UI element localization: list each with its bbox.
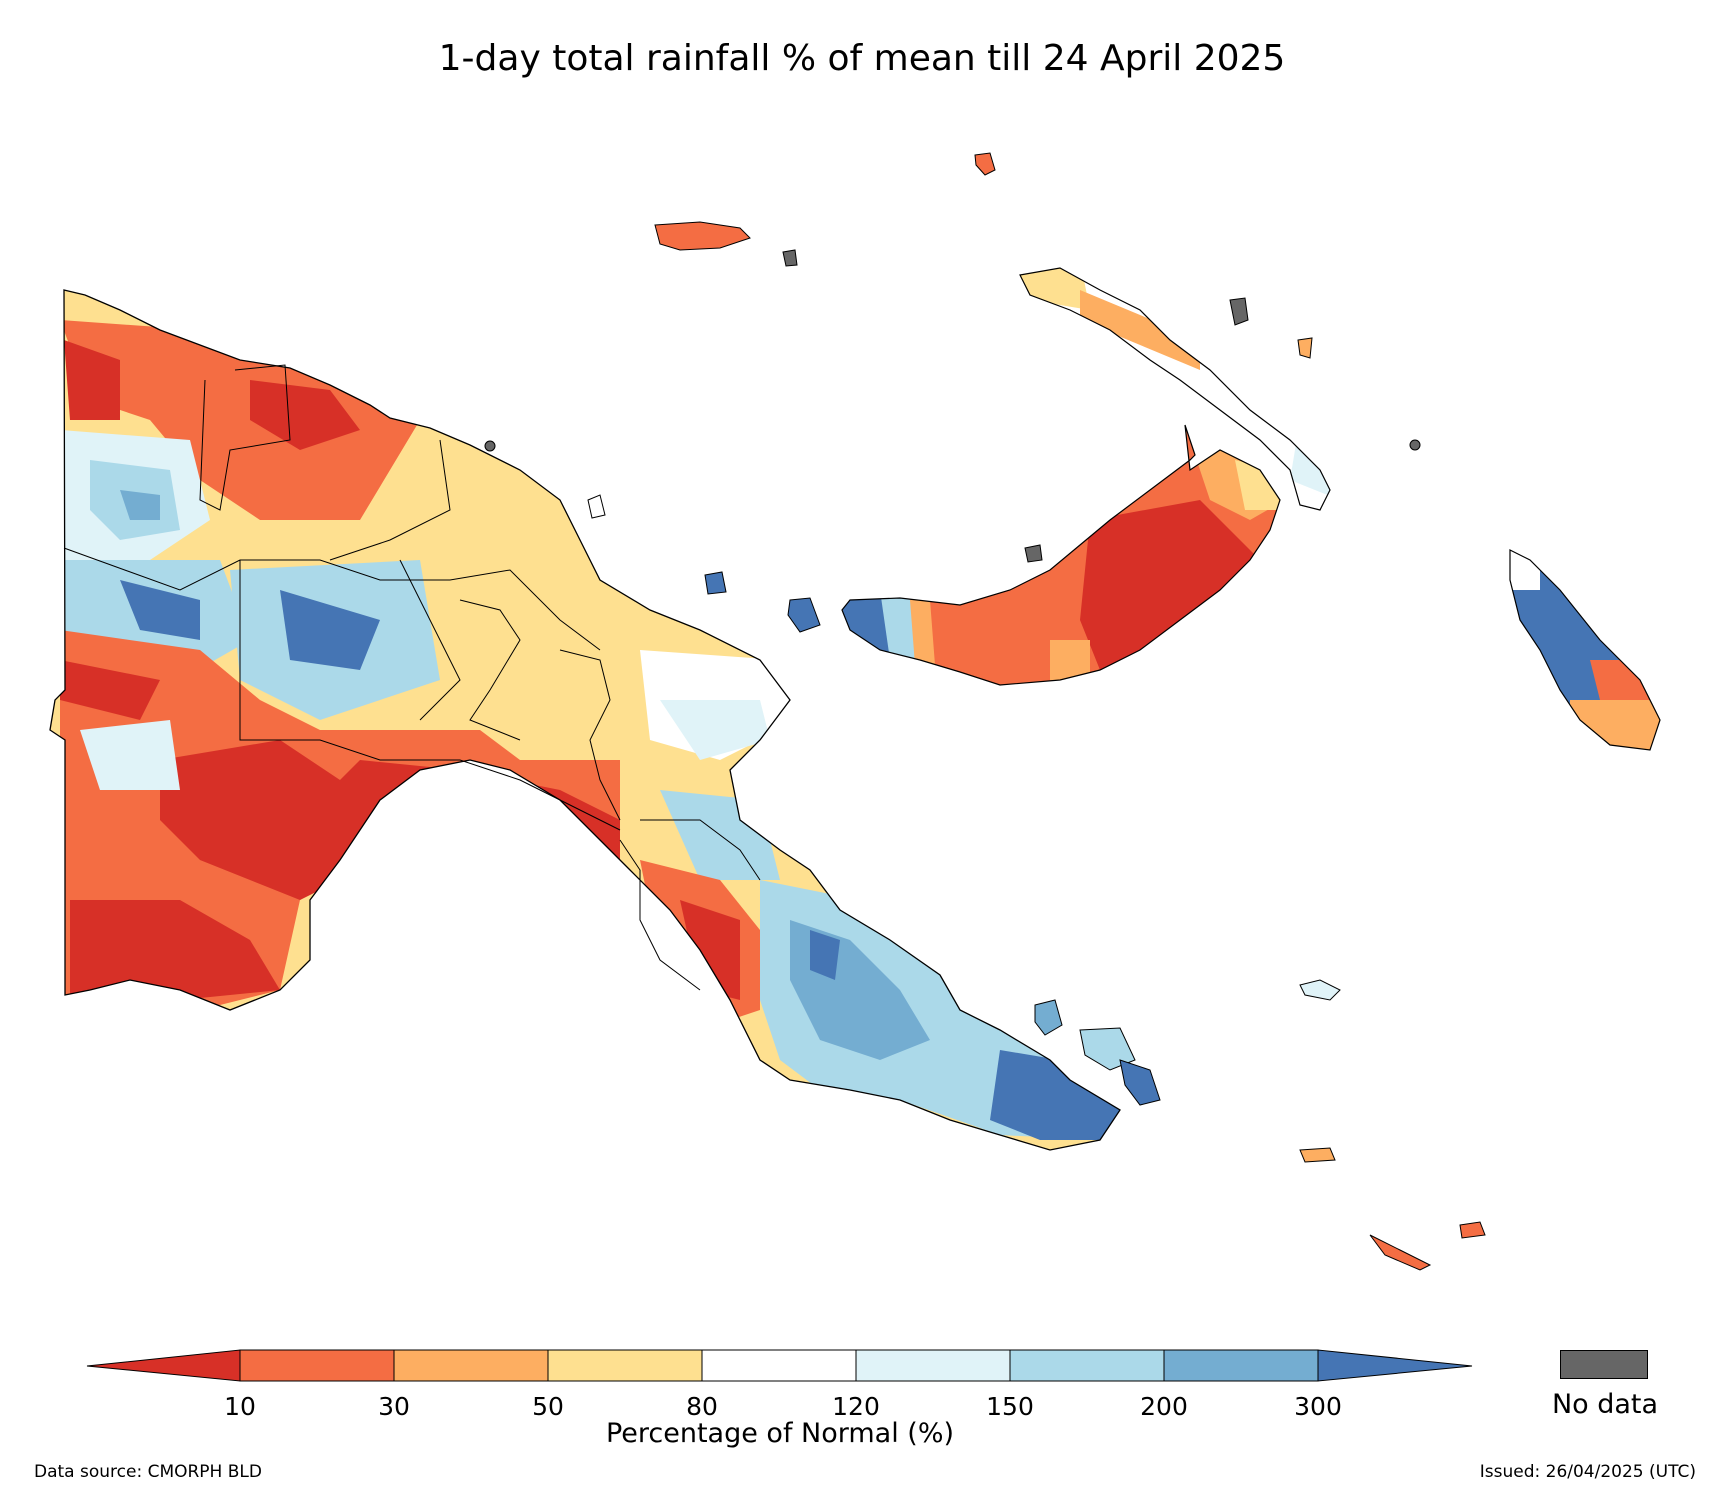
- colorbar-segment: [701, 1349, 857, 1382]
- island: [974, 152, 996, 176]
- colorbar-tick-label: 80: [686, 1392, 718, 1421]
- nodata-island: [1229, 297, 1249, 326]
- bougainville-rainfall: [1510, 550, 1660, 750]
- colorbar-tick-label: 200: [1140, 1392, 1188, 1421]
- nodata-island: [782, 249, 798, 267]
- manus-island: [654, 221, 751, 251]
- new-ireland-coastline: [1019, 267, 1331, 511]
- island: [704, 571, 727, 595]
- map-title: 1-day total rainfall % of mean till 24 A…: [438, 38, 1286, 79]
- mainland-coastline: [49, 289, 1121, 1151]
- island: [1299, 1147, 1336, 1163]
- no-data-swatch: [1560, 1350, 1648, 1379]
- island: [1369, 1234, 1432, 1271]
- colorbar-tick-label: 10: [224, 1392, 256, 1421]
- colorbar: [86, 1349, 1473, 1382]
- colorbar-segment: [1163, 1349, 1319, 1382]
- island: [1297, 337, 1313, 359]
- colorbar-tick-label: 120: [832, 1392, 880, 1421]
- colorbar-axis-label: Percentage of Normal (%): [605, 1418, 955, 1449]
- new-britain-coastline: [841, 424, 1281, 686]
- colorbar-tick-label: 150: [986, 1392, 1034, 1421]
- island: [587, 494, 606, 519]
- island: [787, 597, 821, 633]
- colorbar-segment: [393, 1349, 549, 1382]
- colorbar-extend-low: [86, 1349, 241, 1382]
- colorbar-segment: [239, 1349, 395, 1382]
- island: [1459, 1221, 1486, 1239]
- province-borders: [63, 364, 761, 991]
- colorbar-tick-label: 300: [1294, 1392, 1342, 1421]
- nodata-island: [1409, 439, 1421, 451]
- colorbar-extend-high: [1317, 1349, 1473, 1382]
- colorbar-tick-label: 30: [378, 1392, 410, 1421]
- island: [1119, 1059, 1161, 1106]
- issued-date: Issued: 26/04/2025 (UTC): [1479, 1462, 1696, 1482]
- bougainville-coastline: [1509, 549, 1661, 751]
- colorbar-tick-label: 50: [532, 1392, 564, 1421]
- mainland-rainfall: [50, 290, 1120, 1150]
- data-source: Data source: CMORPH BLD: [34, 1462, 262, 1482]
- island: [1299, 979, 1341, 1001]
- colorbar-segment: [1009, 1349, 1165, 1382]
- island: [1034, 999, 1063, 1036]
- new-britain-rainfall: [842, 425, 1280, 685]
- colorbar-segment: [547, 1349, 703, 1382]
- nodata-island: [484, 440, 496, 452]
- no-data-label: No data: [1551, 1389, 1659, 1420]
- nodata-island: [1024, 544, 1043, 563]
- colorbar-segment: [855, 1349, 1011, 1382]
